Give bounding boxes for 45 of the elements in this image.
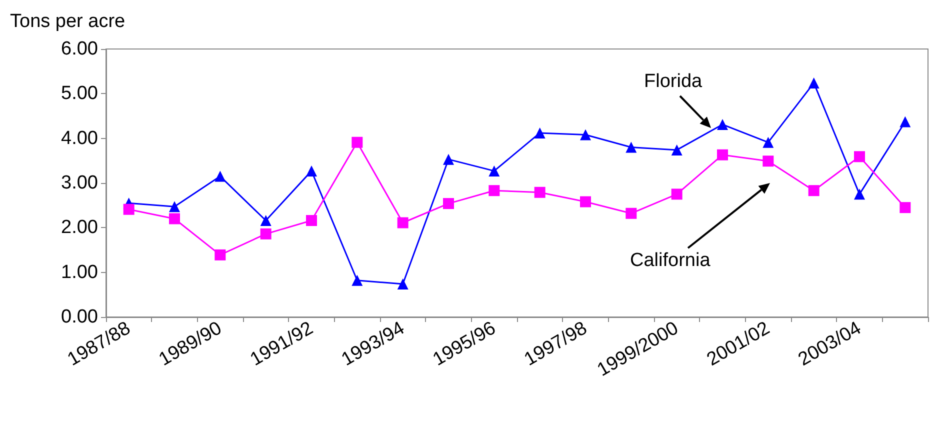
point [352, 274, 363, 286]
y-tick-label: 0.00 [61, 306, 98, 328]
point [534, 186, 546, 198]
point [169, 213, 180, 224]
point [671, 144, 682, 156]
point [717, 118, 728, 130]
point [306, 215, 317, 226]
point [854, 151, 865, 162]
point [808, 77, 820, 88]
point [717, 149, 728, 160]
point [762, 156, 774, 167]
point [900, 116, 911, 128]
series-label: California [630, 250, 711, 271]
point [214, 249, 226, 260]
point [626, 208, 637, 219]
point [306, 165, 317, 176]
y-tick-label: 4.00 [61, 128, 98, 149]
point [260, 228, 272, 240]
point [808, 185, 820, 196]
point [580, 129, 591, 140]
point [397, 217, 408, 228]
point [488, 185, 500, 196]
point [626, 142, 637, 153]
point [900, 202, 911, 214]
point [854, 188, 865, 200]
y-axis-title: Tons per acre [10, 11, 126, 32]
y-tick-label: 2.00 [61, 217, 98, 238]
point [169, 201, 180, 212]
point [488, 165, 500, 176]
y-tick-label: 1.00 [61, 262, 98, 283]
point [260, 215, 272, 226]
point [123, 204, 134, 215]
y-tick-label: 3.00 [61, 172, 98, 194]
point [671, 188, 682, 200]
point [443, 198, 454, 210]
series-label: Florida [644, 71, 703, 92]
point [534, 127, 546, 138]
point [762, 136, 774, 148]
point [352, 136, 363, 148]
y-tick-label: 6.00 [61, 38, 98, 60]
point [214, 170, 226, 182]
y-tick-label: 5.00 [61, 83, 98, 104]
point [443, 154, 454, 165]
point [580, 196, 591, 208]
point [397, 278, 408, 290]
